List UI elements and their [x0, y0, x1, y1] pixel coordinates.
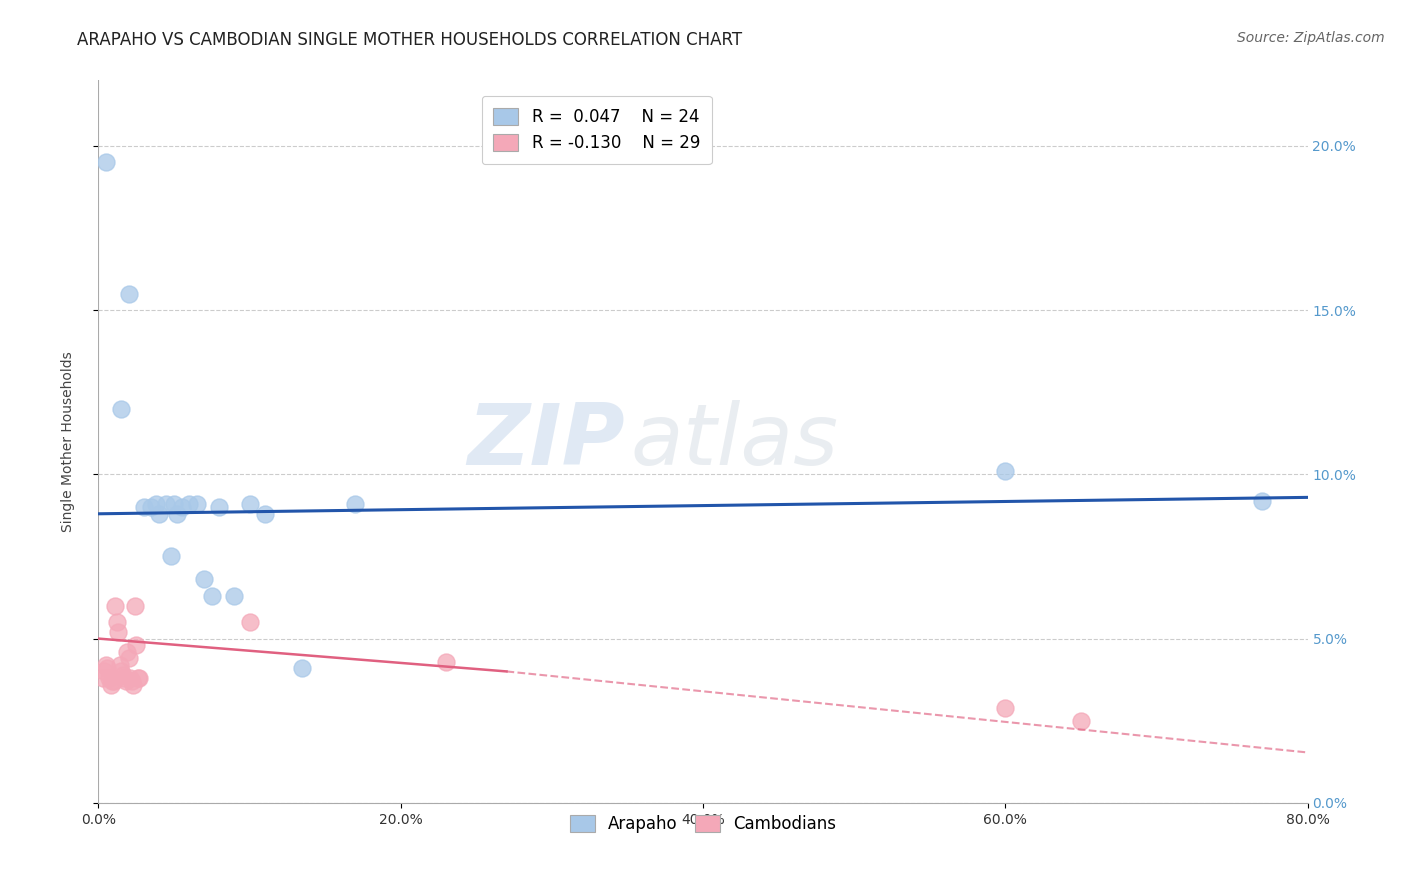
Point [115, 645, 138, 659]
Point [91, 671, 114, 685]
Point [145, 497, 167, 511]
Point [121, 674, 143, 689]
Point [253, 507, 276, 521]
Point [132, 500, 155, 515]
Point [148, 507, 170, 521]
Point [224, 589, 246, 603]
Point [179, 497, 201, 511]
Point [110, 401, 132, 416]
Point [94, 657, 117, 672]
Point [100, 677, 122, 691]
Point [104, 599, 127, 613]
Point [107, 625, 129, 640]
Text: atlas: atlas [630, 400, 838, 483]
Point [125, 638, 148, 652]
Point [141, 500, 163, 515]
Text: Source: ZipAtlas.com: Source: ZipAtlas.com [1237, 31, 1385, 45]
Point [111, 667, 134, 681]
Point [193, 573, 215, 587]
Point [239, 497, 262, 511]
Point [166, 507, 188, 521]
Point [239, 615, 262, 630]
Point [122, 677, 145, 691]
Point [155, 497, 177, 511]
Text: ZIP: ZIP [467, 400, 624, 483]
Point [434, 655, 457, 669]
Point [96, 661, 118, 675]
Point [114, 674, 136, 689]
Point [186, 497, 208, 511]
Point [127, 671, 149, 685]
Point [344, 497, 367, 511]
Point [208, 500, 231, 515]
Point [201, 589, 224, 603]
Point [108, 657, 131, 672]
Point [128, 671, 150, 685]
Point [101, 674, 124, 689]
Point [160, 549, 183, 564]
Point [1070, 714, 1092, 728]
Point [110, 665, 132, 679]
Point [98, 671, 121, 685]
Point [120, 671, 142, 685]
Point [291, 661, 314, 675]
Point [1251, 493, 1274, 508]
Text: ARAPAHO VS CAMBODIAN SINGLE MOTHER HOUSEHOLDS CORRELATION CHART: ARAPAHO VS CAMBODIAN SINGLE MOTHER HOUSE… [77, 31, 742, 49]
Point [118, 651, 141, 665]
Point [994, 464, 1017, 478]
Point [994, 700, 1017, 714]
Point [93, 665, 115, 679]
Point [124, 599, 146, 613]
Y-axis label: Single Mother Households: Single Mother Households [60, 351, 75, 532]
Point [118, 286, 141, 301]
Point [163, 497, 186, 511]
Point [112, 671, 135, 685]
Point [94, 155, 117, 169]
Point [170, 500, 193, 515]
Point [105, 615, 128, 630]
Legend: Arapaho, Cambodians: Arapaho, Cambodians [561, 806, 845, 841]
Point [103, 674, 125, 689]
